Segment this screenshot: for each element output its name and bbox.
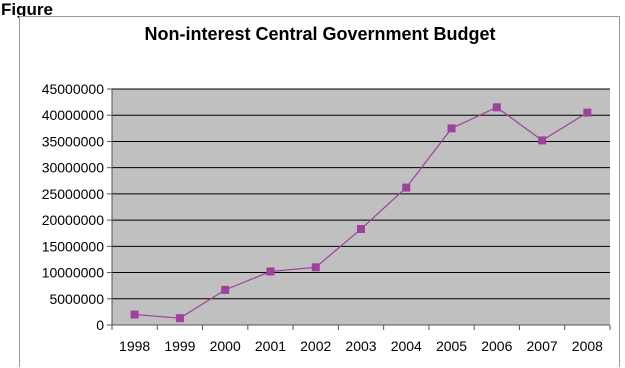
x-tick-label: 2001 bbox=[255, 338, 286, 354]
x-tick-label: 2002 bbox=[300, 338, 331, 354]
y-tick-label: 40000000 bbox=[42, 107, 105, 123]
y-tick-label: 5000000 bbox=[49, 291, 104, 307]
x-tick-label: 1999 bbox=[164, 338, 195, 354]
y-tick-label: 45000000 bbox=[42, 81, 105, 97]
data-point bbox=[447, 124, 456, 133]
y-tick-label: 0 bbox=[96, 317, 104, 333]
y-tick-label: 35000000 bbox=[42, 133, 105, 149]
data-point bbox=[175, 314, 184, 323]
figure-label: Figure bbox=[1, 0, 53, 19]
x-tick-label: 2005 bbox=[436, 338, 467, 354]
x-tick-label: 1998 bbox=[119, 338, 150, 354]
data-point bbox=[538, 136, 547, 145]
x-tick-label: 2003 bbox=[345, 338, 376, 354]
data-point bbox=[266, 267, 275, 276]
plot-background bbox=[112, 89, 610, 325]
data-point bbox=[402, 183, 411, 192]
x-tick-label: 2008 bbox=[572, 338, 603, 354]
y-tick-label: 20000000 bbox=[42, 212, 105, 228]
y-tick-label: 15000000 bbox=[42, 238, 105, 254]
data-point bbox=[357, 225, 365, 234]
chart-title: Non-interest Central Government Budget bbox=[144, 24, 495, 44]
data-point bbox=[583, 108, 592, 117]
data-point bbox=[130, 310, 139, 319]
y-tick-label: 25000000 bbox=[42, 186, 105, 202]
x-tick-label: 2004 bbox=[391, 338, 422, 354]
y-tick-label: 30000000 bbox=[42, 160, 105, 176]
data-point bbox=[492, 103, 501, 112]
data-point bbox=[221, 285, 230, 294]
chart-frame: Non-interest Central Government Budget 0… bbox=[19, 16, 620, 367]
x-tick-label: 2006 bbox=[481, 338, 512, 354]
plot-area: 0 5000000 10000000 15000000 20000000 25000000… bbox=[42, 81, 611, 354]
x-tick-label: 2007 bbox=[527, 338, 558, 354]
y-tick-label: 10000000 bbox=[42, 265, 105, 281]
chart-svg: Non-interest Central Government Budget 0… bbox=[42, 24, 611, 354]
data-point bbox=[311, 263, 320, 272]
x-tick-label: 2000 bbox=[210, 338, 241, 354]
